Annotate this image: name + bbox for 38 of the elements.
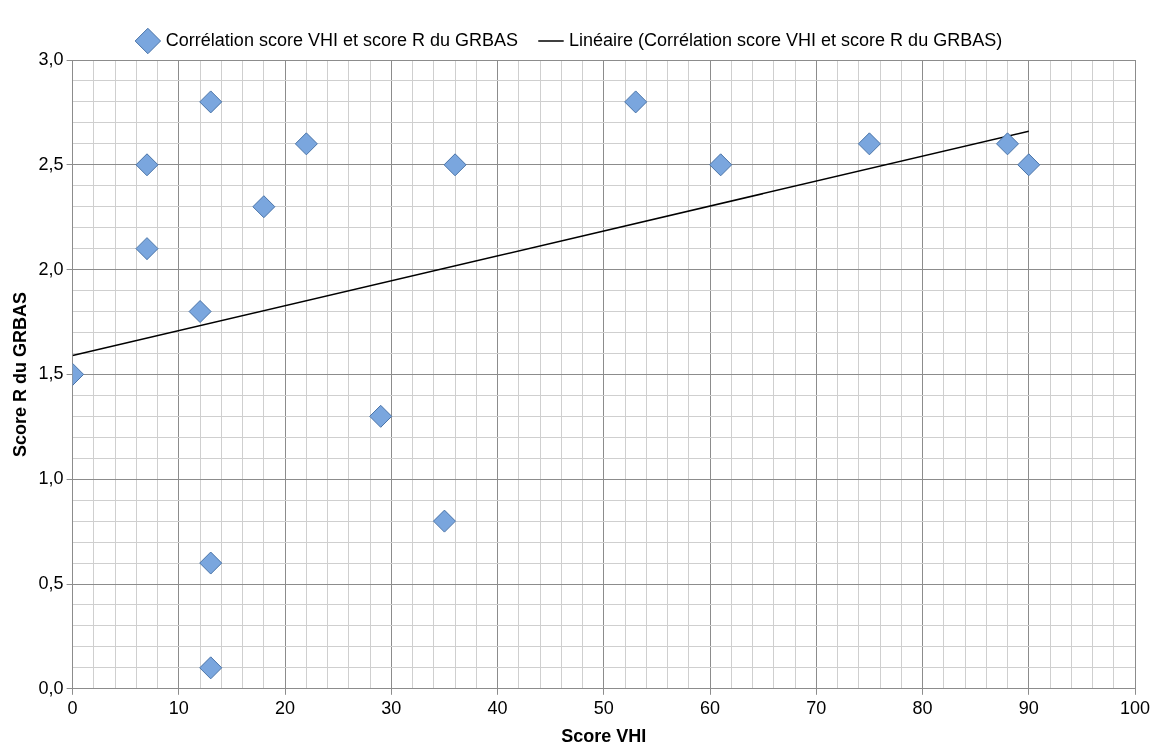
x-tick-label: 40 bbox=[487, 697, 508, 718]
point bbox=[135, 153, 159, 177]
legend-label: Corrélation score VHI et score R du GRBAS bbox=[165, 29, 518, 50]
x-tick-label: 90 bbox=[1018, 697, 1039, 718]
legend-label: Linéaire (Corrélation score VHI et score R du GRBAS) bbox=[568, 29, 1003, 50]
point bbox=[1017, 153, 1041, 177]
point bbox=[432, 509, 456, 533]
point bbox=[443, 153, 467, 177]
point bbox=[369, 404, 393, 428]
point bbox=[199, 656, 223, 680]
x-tick-label: 70 bbox=[806, 697, 827, 718]
point bbox=[709, 153, 733, 177]
point bbox=[996, 132, 1020, 156]
y-tick-label: 2,5 bbox=[38, 153, 64, 174]
x-tick-label: 50 bbox=[593, 697, 614, 718]
x-tick-label: 0 bbox=[67, 697, 78, 718]
y-tick-label: 1,5 bbox=[38, 363, 64, 384]
y-tick-label: 1,0 bbox=[38, 468, 64, 489]
y-tick-label: 0,0 bbox=[38, 677, 64, 698]
x-tick-label: 10 bbox=[168, 697, 189, 718]
point bbox=[199, 90, 223, 114]
x-tick-label: 100 bbox=[1119, 697, 1151, 718]
y-axis-title: Score R du GRBAS bbox=[9, 291, 30, 457]
y-tick-label: 3,0 bbox=[38, 48, 64, 69]
point bbox=[135, 237, 159, 261]
point bbox=[624, 90, 648, 114]
point bbox=[188, 300, 212, 324]
point bbox=[252, 195, 276, 219]
y-tick-label: 0,5 bbox=[38, 572, 64, 593]
x-tick-label: 20 bbox=[275, 697, 296, 718]
point bbox=[857, 132, 881, 156]
point bbox=[294, 132, 318, 156]
x-axis-title: Score VHI bbox=[561, 726, 647, 747]
point bbox=[199, 551, 223, 575]
x-tick-label: 80 bbox=[912, 697, 933, 718]
y-tick-label: 2,0 bbox=[38, 258, 64, 279]
x-tick-label: 60 bbox=[700, 697, 721, 718]
x-tick-label: 30 bbox=[381, 697, 402, 718]
